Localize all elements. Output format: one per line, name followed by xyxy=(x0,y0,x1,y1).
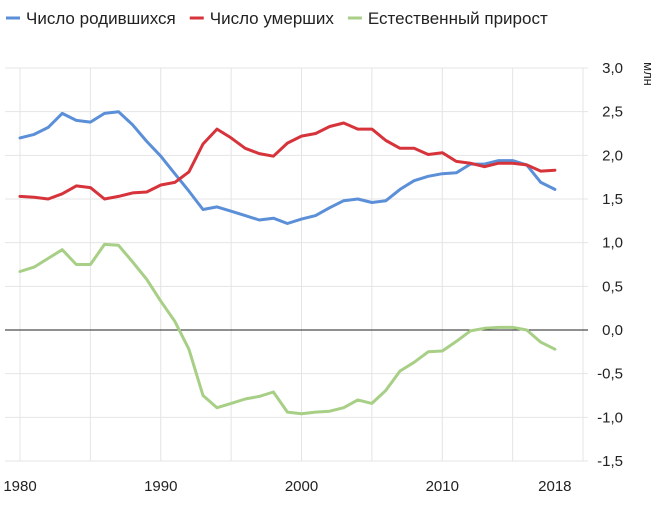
x-tick-label: 2018 xyxy=(538,478,571,495)
y-tick-label: 1,0 xyxy=(602,235,623,252)
x-tick-label: 2010 xyxy=(426,478,459,495)
grid-lines xyxy=(5,67,588,462)
x-tick-label: 1980 xyxy=(3,478,36,495)
series-lines xyxy=(18,110,557,416)
legend-entry: Число родившихся xyxy=(26,9,176,28)
y-tick-label: 2,5 xyxy=(602,104,623,121)
y-tick-label: 0,0 xyxy=(602,322,623,339)
series-line-3 xyxy=(18,242,557,416)
y-tick-label: 2,0 xyxy=(602,147,623,164)
legend-entry: Естественный прирост xyxy=(368,9,548,28)
y-tick-label: 1,5 xyxy=(602,191,623,208)
y-axis-unit-label: млн xyxy=(641,62,656,86)
x-tick-label: 2000 xyxy=(285,478,318,495)
legend-entry: Число умерших xyxy=(210,9,335,28)
x-axis-ticks: 1980 1990 2000 2010 2018 xyxy=(3,478,571,495)
series-line-1 xyxy=(18,110,557,225)
y-tick-label: -1,5 xyxy=(597,453,623,470)
y-tick-label: 3,0 xyxy=(602,60,623,77)
legend: Число родившихся Число умерших Естественны… xyxy=(6,9,548,28)
series-line-2 xyxy=(18,121,557,201)
y-tick-label: -0,5 xyxy=(597,366,623,383)
x-tick-label: 1990 xyxy=(144,478,177,495)
y-tick-label: -1,0 xyxy=(597,409,623,426)
y-tick-label: 0,5 xyxy=(602,278,623,295)
y-axis-ticks: 3,0 2,5 2,0 1,5 1,0 0,5 0,0 -0,5 -1,0 -1,5 xyxy=(597,60,623,470)
